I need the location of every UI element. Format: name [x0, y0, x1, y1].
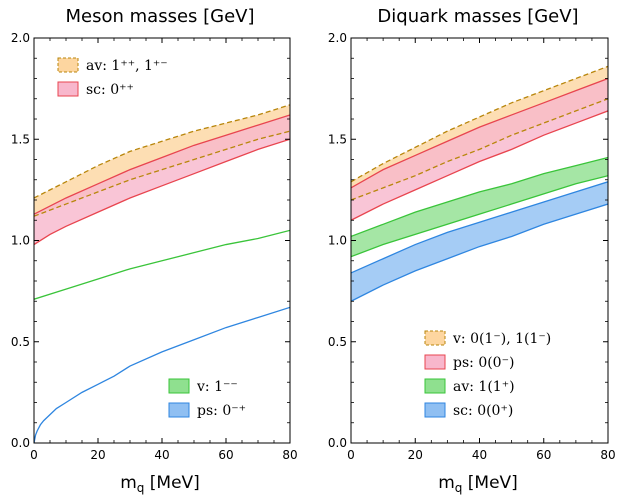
meson-axes-frame: [33, 37, 291, 444]
meson-band-av-lower-edge: [34, 130, 290, 217]
meson-y-tick-label: 1.0: [11, 234, 30, 248]
meson-legend-swatch-av: [57, 57, 79, 73]
diquark-band-sc-lower-edge: [351, 203, 608, 302]
diquark-legend-swatch-v: [424, 330, 446, 346]
diquark-legend-swatch-ps: [424, 354, 446, 370]
diquark-legend-label-ps: ps: 0(0⁻): [453, 355, 514, 371]
diquark-band-sc-upper-edge: [351, 181, 608, 274]
meson-x-tick-label: 20: [90, 448, 105, 462]
diquark-plot-area: 0 20 40 60 80 0.0 0.5 1.0 1.5 2.0 v: 0(1⁻), 1(1⁻) p…: [328, 31, 616, 462]
diquark-x-tick-label: 20: [408, 448, 423, 462]
diquark-y-tick-label: 2.0: [328, 31, 347, 45]
meson-chart: Meson masses [GeV] 0 20 40 60 80 0.0 0.5 1.0 1.5…: [11, 6, 298, 495]
meson-legend-swatch-sc: [57, 81, 79, 97]
meson-x-axis-label: mq [MeV]: [120, 473, 200, 495]
meson-chart-title: Meson masses [GeV]: [66, 6, 255, 27]
diquark-y-tick-label: 0.0: [328, 436, 347, 450]
meson-legend-label-v: v: 1⁻⁻: [196, 379, 238, 395]
meson-band-sc-upper-edge: [34, 114, 290, 215]
meson-x-tick-label: 60: [218, 448, 233, 462]
diquark-band-v-upper-edge: [351, 65, 608, 183]
diquark-legend-swatch-sc: [424, 402, 446, 418]
diquark-series-group: [351, 65, 608, 302]
meson-series-group: [34, 104, 290, 443]
diquark-x-tick-label: 40: [472, 448, 487, 462]
meson-x-tick-label: 40: [154, 448, 169, 462]
meson-legend-swatch-ps: [168, 402, 190, 418]
meson-legend-swatch-v: [168, 378, 190, 394]
meson-y-tick-label: 0.5: [11, 335, 30, 349]
diquark-band-sc: [351, 181, 608, 302]
meson-y-tick-label: 2.0: [11, 31, 30, 45]
meson-line-v: [34, 229, 290, 300]
meson-legend-label-sc: sc: 0⁺⁺: [86, 82, 134, 98]
meson-y-tick-label: 1.5: [11, 132, 30, 146]
diquark-band-av-upper-edge: [351, 156, 608, 238]
diquark-legend-label-av: av: 1(1⁺): [453, 379, 515, 395]
diquark-band-av-lower-edge: [351, 175, 608, 258]
diquark-legend-label-v: v: 0(1⁻), 1(1⁻): [452, 331, 551, 347]
diquark-band-ps-lower-edge: [351, 110, 608, 221]
meson-band-sc-lower-edge: [34, 138, 290, 246]
meson-plot-area: 0 20 40 60 80 0.0 0.5 1.0 1.5 2.0 av: 1⁺⁺, 1⁺⁻ sc: …: [11, 31, 298, 462]
diquark-legend-label-sc: sc: 0(0⁺): [453, 403, 513, 419]
diquark-band-v-lower-edge: [351, 98, 608, 201]
diquark-chart: Diquark masses [GeV] 0 20 40 60 80 0.0 0.5 1.0 1…: [328, 6, 616, 495]
meson-band-av-upper-edge: [34, 104, 290, 199]
diquark-x-axis-label: mq [MeV]: [438, 473, 518, 495]
diquark-x-tick-label: 0: [347, 448, 355, 462]
diquark-x-tick-label: 80: [600, 448, 615, 462]
meson-legend-label-av: av: 1⁺⁺, 1⁺⁻: [86, 58, 168, 74]
diquark-y-tick-label: 0.5: [328, 335, 347, 349]
meson-line-ps: [34, 306, 290, 443]
meson-y-tick-label: 0.0: [11, 436, 30, 450]
diquark-y-tick-label: 1.5: [328, 132, 347, 146]
meson-x-tick-label: 80: [282, 448, 297, 462]
diquark-band-av: [351, 157, 608, 257]
diquark-x-tick-label: 60: [536, 448, 551, 462]
diquark-y-tick-label: 1.0: [328, 234, 347, 248]
meson-legend-label-ps: ps: 0⁻⁺: [197, 403, 246, 419]
meson-x-tick-label: 0: [30, 448, 38, 462]
diquark-band-ps-upper-edge: [351, 77, 608, 189]
diquark-chart-title: Diquark masses [GeV]: [377, 6, 578, 27]
diquark-legend-swatch-av: [424, 378, 446, 394]
